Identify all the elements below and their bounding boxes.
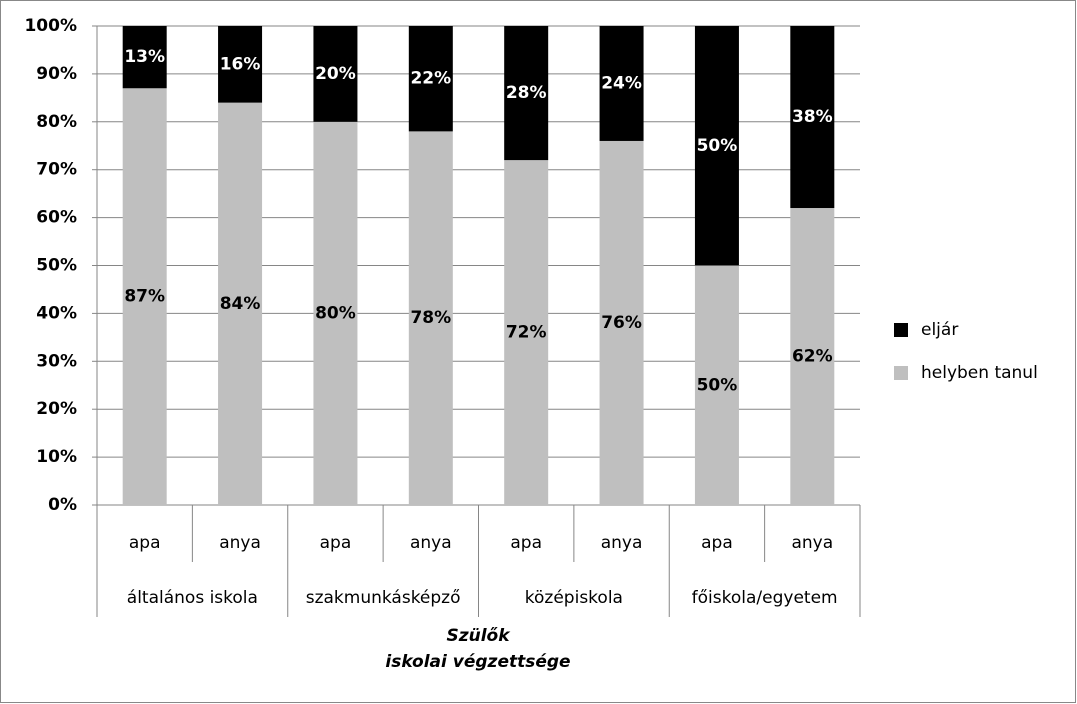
legend-swatch	[894, 323, 908, 337]
x-tick-label: anya	[791, 533, 833, 553]
x-tick-label: apa	[701, 533, 733, 553]
y-tick-label: 80%	[36, 112, 77, 132]
data-label: 50%	[697, 375, 738, 395]
y-tick-label: 0%	[48, 495, 77, 515]
data-label: 28%	[506, 83, 547, 103]
bar-segment	[790, 26, 835, 209]
data-label: 16%	[220, 54, 261, 74]
y-tick-label: 30%	[36, 351, 77, 371]
x-axis-title: iskolai végzettsége	[385, 652, 570, 672]
data-label: 72%	[506, 323, 547, 343]
bar-segment	[790, 208, 835, 505]
x-tick-label: apa	[510, 533, 542, 553]
data-label: 78%	[410, 308, 451, 328]
bar-segment	[599, 140, 644, 505]
bar-segment	[504, 160, 549, 505]
data-label: 13%	[124, 47, 165, 67]
y-tick-label: 60%	[36, 208, 77, 228]
x-tick-label: apa	[320, 533, 352, 553]
bar-segment	[122, 88, 167, 506]
y-tick-label: 20%	[36, 399, 77, 419]
data-label: 50%	[697, 136, 738, 156]
group-label: középiskola	[525, 588, 623, 608]
bar-segment	[313, 26, 358, 122]
x-axis-title: Szülők	[446, 626, 511, 646]
data-label: 62%	[792, 347, 833, 367]
bar-segment	[218, 26, 263, 103]
data-label: 76%	[601, 313, 642, 333]
bar-segment	[504, 26, 549, 161]
group-label: általános iskola	[127, 588, 258, 608]
data-label: 24%	[601, 73, 642, 93]
y-tick-label: 40%	[36, 303, 77, 323]
x-tick-label: anya	[219, 533, 261, 553]
x-tick-label: anya	[601, 533, 643, 553]
y-tick-label: 70%	[36, 160, 77, 180]
data-label: 38%	[792, 107, 833, 127]
legend-swatch	[894, 366, 908, 380]
bar-segment	[408, 26, 453, 132]
x-tick-label: anya	[410, 533, 452, 553]
legend-label: eljár	[921, 320, 958, 340]
x-tick-label: apa	[129, 533, 161, 553]
legend-label: helyben tanul	[921, 363, 1038, 383]
y-tick-label: 10%	[36, 447, 77, 467]
data-label: 84%	[220, 294, 261, 314]
group-label: főiskola/egyetem	[692, 588, 838, 608]
bar-segment	[313, 121, 358, 506]
data-label: 22%	[410, 69, 451, 89]
bar-segment	[694, 265, 739, 505]
group-label: szakmunkásképző	[306, 588, 461, 608]
y-tick-label: 50%	[36, 256, 77, 276]
y-tick-label: 100%	[24, 16, 77, 36]
bar-segment	[218, 102, 263, 505]
y-tick-label: 90%	[36, 64, 77, 84]
bar-segment	[408, 131, 453, 505]
bar-segment	[122, 26, 167, 89]
data-label: 20%	[315, 64, 356, 84]
bar-segment	[599, 26, 644, 141]
data-label: 80%	[315, 303, 356, 323]
data-label: 87%	[124, 287, 165, 307]
bar-segment	[694, 26, 739, 266]
